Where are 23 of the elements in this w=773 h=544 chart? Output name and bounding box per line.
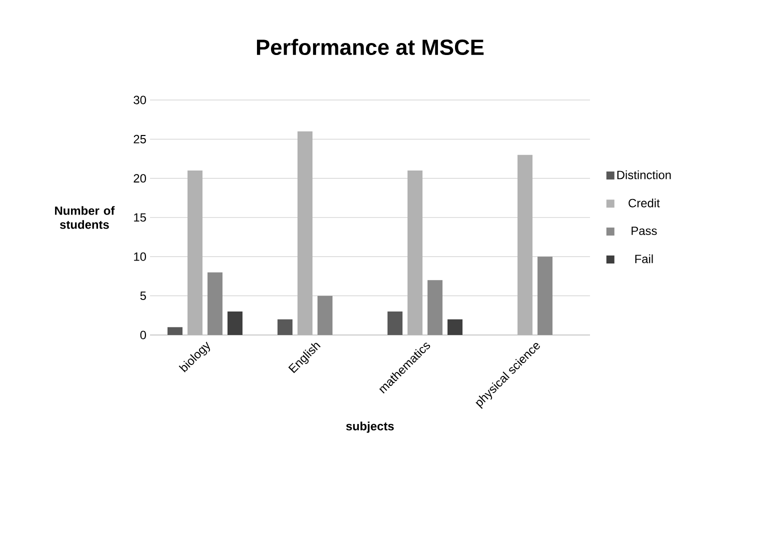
legend-label: Distinction bbox=[617, 170, 671, 180]
y-axis-title: Number of students bbox=[55, 206, 115, 229]
bar bbox=[278, 319, 292, 335]
bar bbox=[208, 272, 222, 335]
bar bbox=[228, 312, 242, 335]
bar bbox=[318, 296, 332, 335]
legend-label: Pass bbox=[632, 226, 657, 236]
bar bbox=[168, 327, 182, 335]
x-axis-title: subjects bbox=[346, 422, 394, 433]
chart-title: Performance at MSCE bbox=[256, 38, 484, 56]
y-tick-label: 15 bbox=[134, 213, 146, 222]
y-tick-label: 30 bbox=[134, 96, 146, 104]
bar bbox=[428, 280, 442, 335]
y-tick-label: 20 bbox=[134, 174, 146, 183]
bar bbox=[448, 319, 462, 335]
bar bbox=[388, 312, 402, 335]
y-tick-label: 10 bbox=[134, 252, 146, 261]
bar bbox=[538, 256, 552, 335]
y-tick-label: 5 bbox=[140, 292, 146, 300]
legend-label: Fail bbox=[635, 254, 653, 264]
legend-label: Credit bbox=[628, 198, 660, 208]
y-tick-label: 0 bbox=[140, 330, 146, 340]
y-tick-label: 25 bbox=[134, 134, 146, 144]
